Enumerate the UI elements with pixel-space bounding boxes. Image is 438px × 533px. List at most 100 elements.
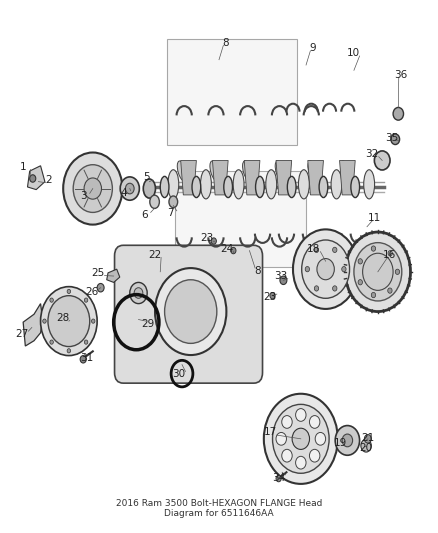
Ellipse shape	[364, 169, 374, 199]
Circle shape	[67, 289, 71, 294]
Text: 25: 25	[92, 268, 105, 278]
Ellipse shape	[192, 176, 201, 198]
Text: 27: 27	[15, 329, 28, 339]
Ellipse shape	[168, 169, 179, 199]
Circle shape	[85, 340, 88, 344]
Ellipse shape	[243, 161, 252, 181]
Circle shape	[134, 288, 143, 298]
Circle shape	[92, 319, 95, 323]
Circle shape	[120, 177, 139, 200]
Ellipse shape	[233, 169, 244, 199]
Text: 29: 29	[141, 319, 155, 329]
Text: 28: 28	[57, 313, 70, 323]
Circle shape	[280, 276, 287, 285]
Circle shape	[67, 349, 71, 353]
Circle shape	[73, 165, 113, 213]
Circle shape	[371, 246, 376, 251]
Circle shape	[354, 243, 402, 301]
Bar	[167, 38, 297, 144]
Circle shape	[80, 356, 86, 363]
Polygon shape	[244, 160, 260, 195]
Ellipse shape	[177, 161, 187, 181]
Circle shape	[282, 449, 292, 462]
Text: 7: 7	[167, 208, 173, 219]
Circle shape	[345, 232, 410, 312]
Circle shape	[97, 284, 104, 292]
Circle shape	[335, 425, 360, 455]
Text: 1: 1	[20, 162, 26, 172]
Ellipse shape	[275, 161, 285, 181]
Circle shape	[296, 456, 306, 469]
Ellipse shape	[210, 161, 219, 181]
Circle shape	[50, 340, 53, 344]
Text: 21: 21	[362, 433, 375, 443]
Circle shape	[393, 108, 403, 120]
Text: 24: 24	[220, 244, 233, 254]
Text: 17: 17	[264, 427, 277, 438]
Circle shape	[211, 238, 216, 244]
Polygon shape	[23, 304, 43, 346]
Circle shape	[314, 286, 319, 291]
Circle shape	[50, 298, 53, 302]
Text: 20: 20	[360, 443, 373, 454]
Ellipse shape	[331, 169, 342, 199]
Circle shape	[363, 253, 393, 290]
Text: 32: 32	[366, 149, 379, 159]
Text: 22: 22	[148, 250, 161, 260]
Ellipse shape	[201, 169, 212, 199]
Ellipse shape	[150, 195, 159, 208]
Circle shape	[292, 428, 310, 449]
Ellipse shape	[224, 176, 233, 198]
Text: 10: 10	[346, 49, 360, 58]
Ellipse shape	[340, 161, 350, 181]
Ellipse shape	[287, 176, 296, 198]
Ellipse shape	[319, 176, 328, 198]
Circle shape	[41, 287, 97, 356]
Circle shape	[332, 247, 337, 253]
Text: 2016 Ram 3500 Bolt-HEXAGON FLANGE Head
Diagram for 6511646AA: 2016 Ram 3500 Bolt-HEXAGON FLANGE Head D…	[116, 499, 322, 519]
Circle shape	[391, 134, 399, 144]
Text: 23: 23	[264, 292, 277, 302]
Circle shape	[84, 178, 102, 199]
Circle shape	[63, 152, 122, 224]
FancyBboxPatch shape	[115, 245, 262, 383]
Polygon shape	[181, 160, 196, 195]
Polygon shape	[339, 160, 355, 195]
Text: 8: 8	[222, 38, 229, 48]
Polygon shape	[107, 269, 120, 282]
Circle shape	[315, 432, 325, 445]
Text: 4: 4	[121, 188, 127, 198]
Bar	[176, 171, 306, 266]
Text: 26: 26	[85, 287, 99, 297]
Circle shape	[305, 266, 310, 272]
Text: 34: 34	[272, 473, 286, 482]
Ellipse shape	[160, 176, 169, 198]
Circle shape	[374, 151, 390, 170]
Circle shape	[310, 449, 320, 462]
Circle shape	[364, 434, 371, 443]
Text: 36: 36	[394, 70, 407, 79]
Text: 2: 2	[45, 175, 52, 185]
Circle shape	[48, 296, 90, 346]
Text: 6: 6	[141, 210, 148, 220]
Circle shape	[165, 280, 217, 343]
Circle shape	[264, 394, 338, 484]
Ellipse shape	[298, 169, 309, 199]
Circle shape	[395, 269, 399, 274]
Circle shape	[293, 229, 358, 309]
Polygon shape	[276, 160, 292, 195]
Circle shape	[155, 268, 226, 355]
Circle shape	[388, 288, 392, 293]
Text: 18: 18	[307, 244, 321, 254]
Circle shape	[314, 247, 319, 253]
Text: 35: 35	[385, 133, 399, 143]
Circle shape	[310, 416, 320, 429]
Circle shape	[371, 293, 376, 298]
Text: 30: 30	[173, 369, 186, 379]
Text: 23: 23	[200, 233, 213, 244]
Text: 8: 8	[254, 266, 261, 276]
Ellipse shape	[255, 176, 264, 198]
Circle shape	[332, 286, 337, 291]
Text: 16: 16	[383, 250, 396, 260]
Circle shape	[282, 416, 292, 429]
